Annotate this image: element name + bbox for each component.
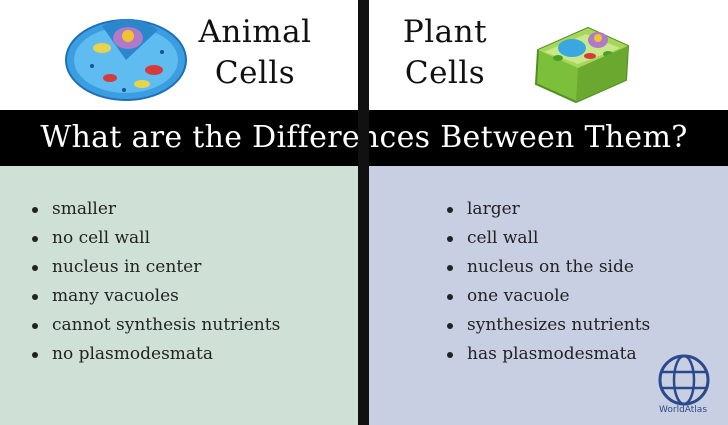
plant-cell-icon [534, 26, 630, 104]
animal-differences-list: smaller no cell wall nucleus in center m… [32, 195, 280, 369]
list-item: cannot synthesis nutrients [32, 311, 280, 340]
list-item: cell wall [447, 224, 650, 253]
list-item: larger [447, 195, 650, 224]
list-item: smaller [32, 195, 280, 224]
plant-cells-title: Plant Cells [390, 16, 500, 89]
animal-list-panel [0, 166, 358, 425]
list-item: no cell wall [32, 224, 280, 253]
plant-title-line2: Cells [404, 54, 486, 91]
animal-cell-icon [65, 18, 187, 101]
list-item: nucleus in center [32, 253, 280, 282]
list-item: has plasmodesmata [447, 340, 650, 369]
list-item: no plasmodesmata [32, 340, 280, 369]
list-item: many vacuoles [32, 282, 280, 311]
list-item: nucleus on the side [447, 253, 650, 282]
animal-title-line2: Cells [214, 54, 296, 91]
globe-icon [658, 354, 710, 406]
plant-differences-list: larger cell wall nucleus on the side one… [447, 195, 650, 369]
animal-cells-title: Animal Cells [190, 16, 320, 89]
list-item: synthesizes nutrients [447, 311, 650, 340]
vertical-divider [358, 0, 369, 425]
plant-list-panel [369, 166, 728, 425]
list-item: one vacuole [447, 282, 650, 311]
plant-title-line1: Plant [402, 14, 488, 50]
animal-title-line1: Animal [198, 14, 312, 50]
logo-text: WorldAtlas [658, 405, 708, 415]
